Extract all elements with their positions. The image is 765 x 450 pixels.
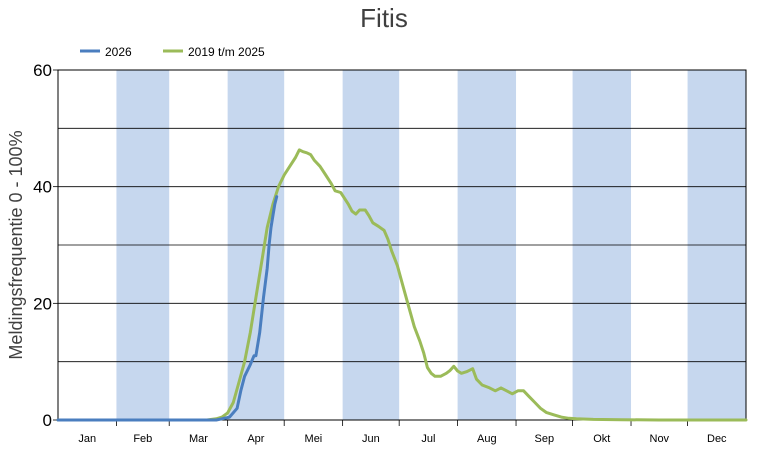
- gridlines: [58, 127, 746, 363]
- legend-label-2019-2025: 2019 t/m 2025: [188, 45, 265, 59]
- x-tick-label-jun: Jun: [362, 433, 380, 445]
- legend-label-2026: 2026: [105, 45, 132, 59]
- x-tick-label-apr: Apr: [247, 433, 264, 445]
- x-tick-label-dec: Dec: [707, 433, 727, 445]
- x-tick-label-jan: Jan: [78, 433, 96, 445]
- x-tick-label-mar: Mar: [189, 433, 208, 445]
- y-tick-label-20: 20: [33, 294, 52, 313]
- y-tick-label-0: 0: [43, 411, 52, 430]
- y-tick-label-40: 40: [33, 178, 52, 197]
- x-tick-label-nov: Nov: [650, 433, 670, 445]
- y-tick-label-60: 60: [33, 61, 52, 80]
- y-axis-label: Meldingsfrequentie 0 - 100%: [6, 130, 26, 359]
- x-tick-label-okt: Okt: [593, 433, 610, 445]
- x-tick-label-sep: Sep: [535, 433, 555, 445]
- y-axis-ticks: 0 20 40 60: [33, 61, 58, 430]
- x-tick-label-feb: Feb: [133, 433, 152, 445]
- series-line-2019-t-m-2025: [56, 148, 748, 422]
- x-tick-label-mei: Mei: [305, 433, 323, 445]
- series-line-2026: [56, 195, 279, 422]
- plot-frame: [57, 69, 747, 421]
- legend: 2026 2019 t/m 2025: [80, 45, 265, 59]
- chart-title: Fitis: [360, 3, 408, 33]
- x-axis-ticks: Jan Feb Mar Apr Mei Jun Jul Aug Sep Okt Nov Dec: [78, 433, 727, 445]
- x-tick-label-aug: Aug: [477, 433, 497, 445]
- x-tick-label-jul: Jul: [421, 433, 435, 445]
- series-layer: [56, 148, 748, 422]
